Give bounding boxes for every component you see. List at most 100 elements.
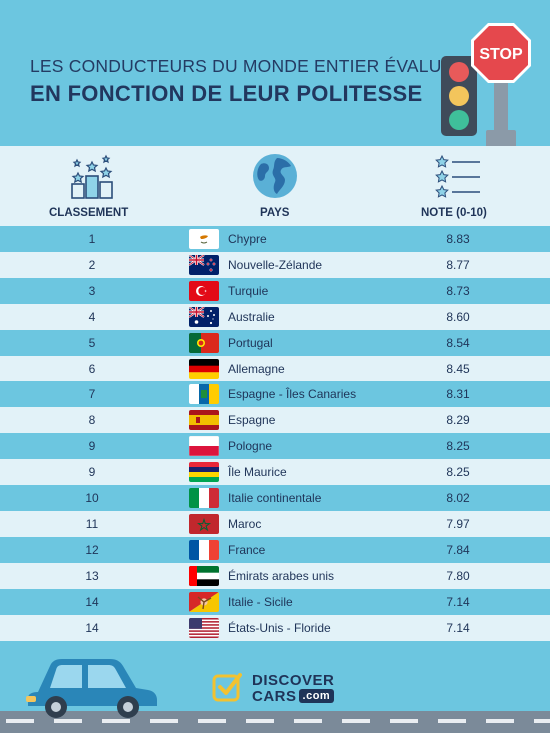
table-row: 9 Île Maurice 8.25 <box>0 459 550 486</box>
score-cell: 7.80 <box>446 568 470 583</box>
sign-pole <box>494 74 508 134</box>
flag-cyprus-icon <box>189 229 219 249</box>
score-cell: 8.54 <box>446 335 470 350</box>
table-row: 9 Pologne 8.25 <box>0 433 550 460</box>
score-cell: 8.31 <box>446 387 470 402</box>
column-rank: CLASSEMENT <box>49 207 129 219</box>
globe-icon <box>253 154 297 198</box>
country-cell: Italie - Sicile <box>228 594 293 609</box>
country-cell: Australie <box>228 309 275 324</box>
score-cell: 8.73 <box>446 283 470 298</box>
flag-italy-icon <box>189 488 219 508</box>
table-row: 8 Espagne 8.29 <box>0 407 550 434</box>
sign-pole-base <box>486 130 516 146</box>
header: LES CONDUCTEURS DU MONDE ENTIER ÉVALUÉS … <box>0 0 550 146</box>
table-header: CLASSEMENT PAYS NOTE (0-10) <box>0 146 550 226</box>
score-cell: 8.60 <box>446 309 470 324</box>
table-row: 6 Allemagne 8.45 <box>0 355 550 382</box>
score-cell: 8.77 <box>446 257 470 272</box>
country-cell: Italie continentale <box>228 491 322 505</box>
rank-cell: 14 <box>85 620 99 635</box>
flag-germany-icon <box>189 358 219 379</box>
rank-cell: 2 <box>88 257 96 272</box>
road-dash <box>342 719 370 723</box>
stop-sign-icon: STOP <box>471 23 531 83</box>
table-row: 10 Italie continentale 8.02 <box>0 485 550 511</box>
score-cell: 7.14 <box>446 620 470 635</box>
road-dash <box>294 719 322 723</box>
score-cell: 7.14 <box>446 594 470 609</box>
country-cell: États-Unis - Floride <box>228 620 331 635</box>
table-row: 2 Nouvelle-Zélande 8.77 <box>0 251 550 278</box>
road-dash <box>6 719 34 723</box>
brand-name-line-2: CARS .com <box>252 688 335 705</box>
traffic-light-icon <box>441 56 477 136</box>
rank-cell: 3 <box>88 283 96 298</box>
road-dash <box>534 719 550 723</box>
road <box>0 711 550 733</box>
flag-france-icon <box>189 539 219 560</box>
country-cell: Maroc <box>228 516 262 531</box>
table-row: 7 Espagne - Îles Canaries 8.31 <box>0 381 550 408</box>
score-cell: 7.84 <box>446 542 470 557</box>
country-cell: Chypre <box>228 232 267 246</box>
rank-cell: 9 <box>88 465 96 480</box>
country-cell: Espagne - Îles Canaries <box>228 387 357 402</box>
rank-cell: 5 <box>88 335 96 350</box>
rank-cell: 14 <box>85 594 99 609</box>
podium-icon <box>71 154 113 199</box>
road-dash <box>198 719 226 723</box>
road-dash <box>54 719 82 723</box>
country-cell: Portugal <box>228 335 273 350</box>
ranking-table: CLASSEMENT PAYS NOTE (0-10) 1 Chypre 8.83 2… <box>0 146 550 646</box>
flag-uae-icon <box>189 565 219 586</box>
yellow-light-icon <box>449 86 469 106</box>
flag-spain-icon <box>189 410 219 431</box>
country-cell: France <box>228 542 266 557</box>
brand-com-badge: .com <box>298 689 335 703</box>
flag-poland-icon <box>189 436 219 457</box>
score-cell: 8.83 <box>446 232 470 246</box>
table-row: 13 Émirats arabes unis 7.80 <box>0 562 550 589</box>
rank-cell: 12 <box>85 542 99 557</box>
table-row: 14 Italie - Sicile 7.14 <box>0 588 550 615</box>
table-row: 5 Portugal 8.54 <box>0 329 550 356</box>
car-icon <box>26 659 157 718</box>
discover-cars-logo-icon <box>212 673 242 702</box>
rank-cell: 7 <box>88 387 96 402</box>
rank-cell: 13 <box>85 568 99 583</box>
rank-cell: 9 <box>88 439 96 454</box>
road-dash <box>438 719 466 723</box>
score-cell: 8.29 <box>446 413 470 428</box>
flag-portugal-icon <box>189 332 219 353</box>
table-row: 11 Maroc 7.97 <box>0 510 550 537</box>
flag-australia-icon <box>189 306 219 327</box>
brand-cars: CARS <box>252 688 297 705</box>
country-cell: Île Maurice <box>228 465 287 480</box>
score-cell: 8.25 <box>446 465 470 480</box>
column-country: PAYS <box>260 207 290 219</box>
country-cell: Allemagne <box>228 361 285 376</box>
road-dash <box>486 719 514 723</box>
country-cell: Émirats arabes unis <box>228 568 335 583</box>
country-cell: Nouvelle-Zélande <box>228 257 323 272</box>
table-row: 3 Turquie 8.73 <box>0 277 550 304</box>
flag-turkey-icon <box>189 280 219 301</box>
rating-list-icon <box>435 154 480 198</box>
score-cell: 8.02 <box>446 491 470 505</box>
road-dash <box>150 719 178 723</box>
green-light-icon <box>449 110 469 130</box>
flag-sicily-icon <box>189 591 219 612</box>
rank-cell: 1 <box>88 232 96 246</box>
rank-cell: 11 <box>85 516 99 531</box>
rank-cell: 4 <box>88 309 96 324</box>
country-cell: Turquie <box>228 283 269 298</box>
column-score: NOTE (0-10) <box>421 207 487 219</box>
road-dash <box>102 719 130 723</box>
country-cell: Pologne <box>228 439 273 454</box>
road-dash <box>390 719 418 723</box>
table-row: 1 Chypre 8.83 <box>0 226 550 252</box>
stop-sign-text: STOP <box>479 46 523 63</box>
flag-new-zealand-icon <box>189 254 219 275</box>
brand-name-line-1: DISCOVER <box>252 672 335 689</box>
